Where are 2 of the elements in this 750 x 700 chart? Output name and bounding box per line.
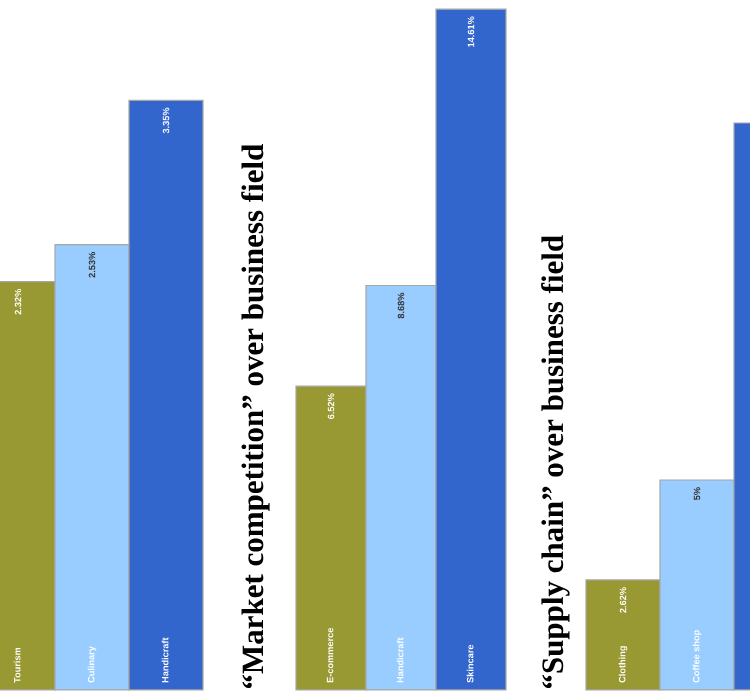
text: “Market competition” over business field (241, 144, 270, 689)
text: “Supply chain” over business field (541, 235, 570, 689)
